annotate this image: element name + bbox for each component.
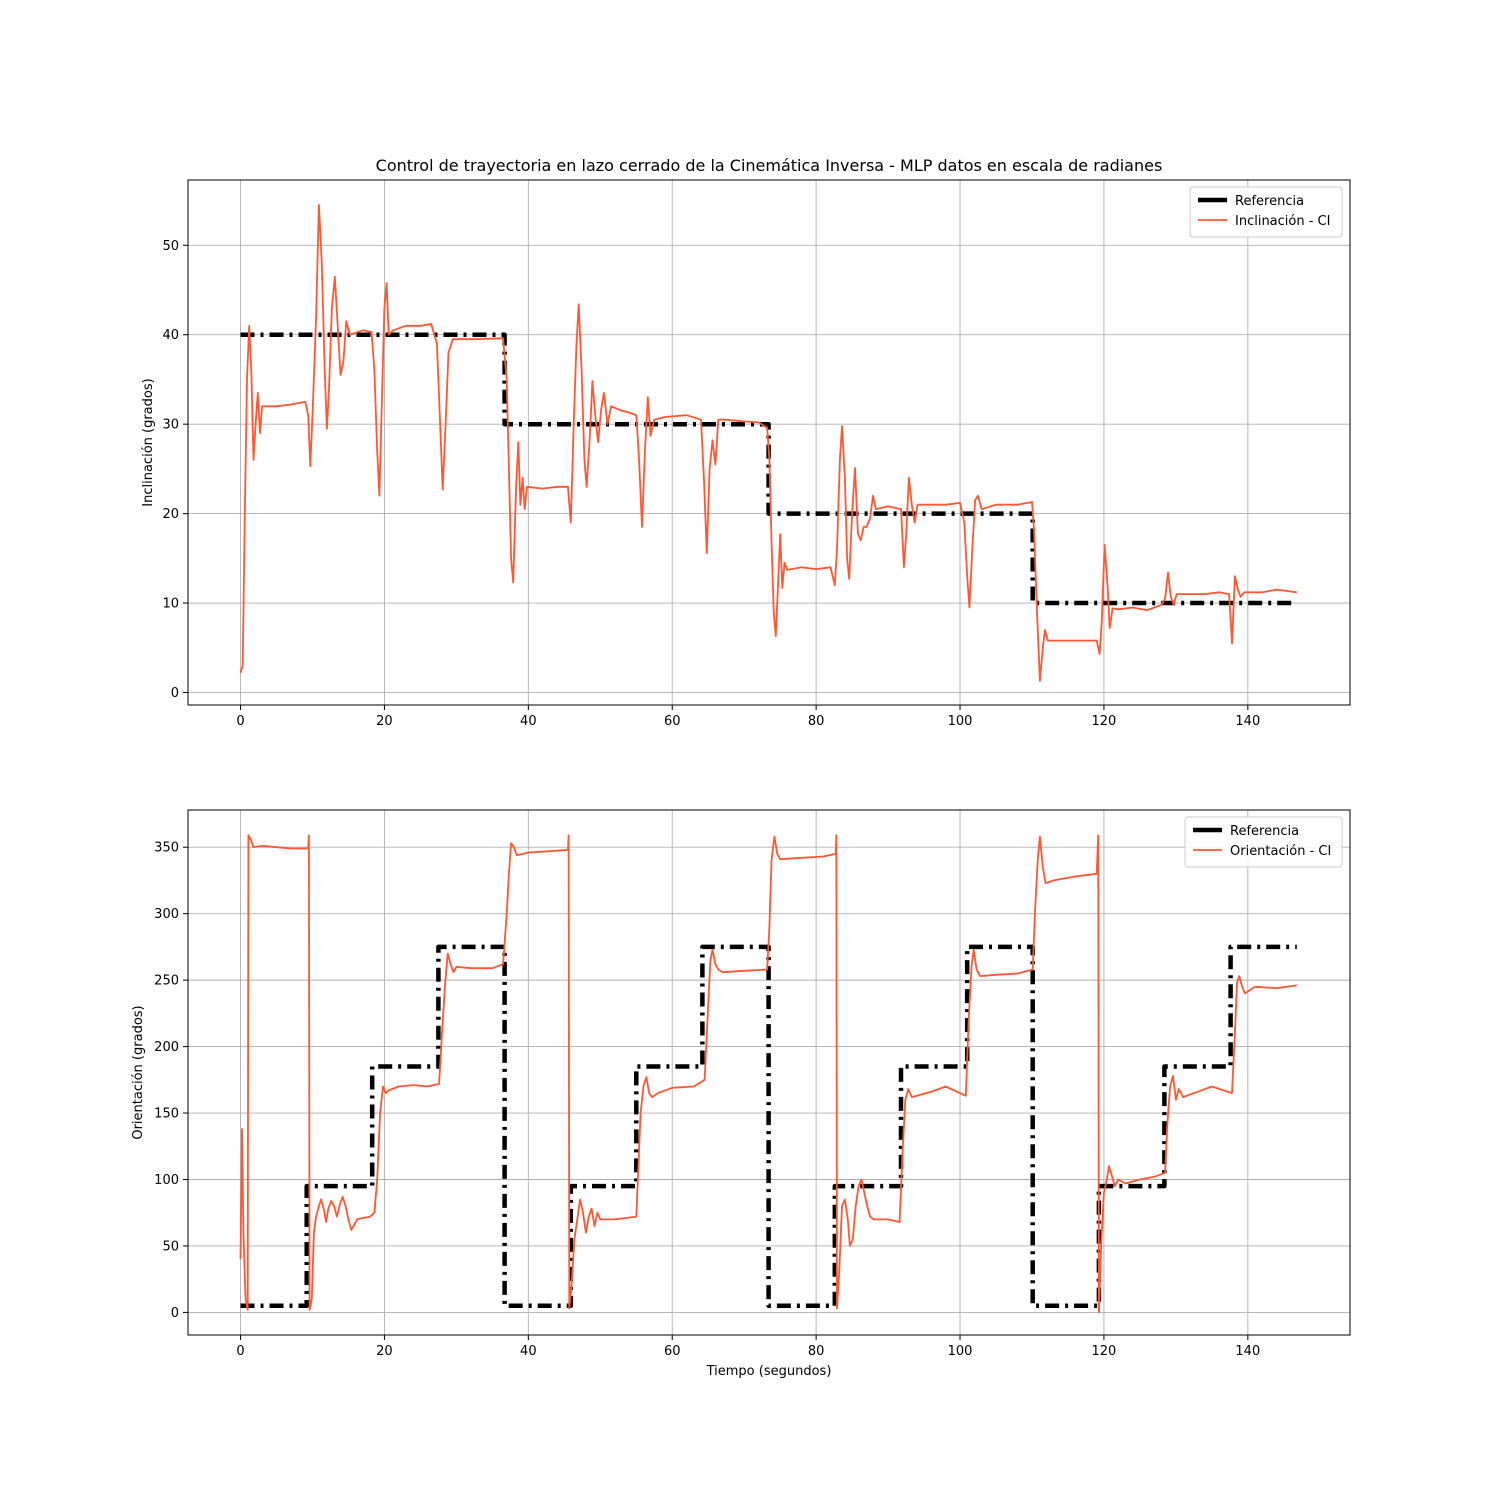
y-tick-label: 20 [162, 507, 179, 522]
y-tick-label: 150 [154, 1107, 179, 1122]
x-tick-label: 20 [376, 1344, 393, 1359]
axes-frame [187, 179, 1351, 706]
legend-box [1189, 186, 1343, 238]
chart-inclinacion: 0 20 40 60 80 100 120 140 0 10 20 30 40 50 Control de … [141, 156, 1351, 729]
series-group [239, 834, 1297, 1314]
legend-label: Referencia [1235, 194, 1304, 209]
y-tick-label: 100 [154, 1173, 179, 1188]
legend-box [1184, 816, 1343, 868]
series-group [239, 204, 1297, 682]
series-line-ci [239, 204, 1297, 682]
x-tick-label: 80 [808, 1344, 825, 1359]
x-tick-label: 60 [664, 714, 681, 729]
y-tick-label: 350 [154, 841, 179, 856]
x-tick-label: 140 [1235, 714, 1260, 729]
chart-orientacion: 0 20 40 60 80 100 120 140 0 50 100 150 200 250 300 350 T… [131, 809, 1351, 1379]
y-tick-label: 200 [154, 1040, 179, 1055]
y-tick-label: 10 [162, 597, 179, 612]
series-line-ci [239, 834, 1297, 1314]
x-tick-label: 100 [948, 1344, 973, 1359]
x-tick-label: 0 [236, 714, 244, 729]
x-axis-label: Tiempo (segundos) [706, 1364, 832, 1379]
x-tick-label: 40 [520, 714, 537, 729]
x-tick-label: 60 [664, 1344, 681, 1359]
y-tick-label: 0 [171, 1306, 179, 1321]
legend: Referencia Inclinación - CI [1189, 186, 1343, 238]
y-axis-label: Orientación (grados) [131, 1005, 146, 1139]
y-tick-label: 50 [162, 1239, 179, 1254]
y-tick-label: 0 [171, 686, 179, 701]
y-tick-label: 250 [154, 974, 179, 989]
x-tick-label: 100 [948, 714, 973, 729]
y-tick-label: 40 [162, 328, 179, 343]
y-axis-label: Inclinación (grados) [141, 378, 156, 506]
x-tick-label: 80 [808, 714, 825, 729]
x-tick-label: 20 [376, 714, 393, 729]
axes-frame [187, 809, 1351, 1336]
y-tick-label: 300 [154, 907, 179, 922]
x-tick-label: 0 [236, 1344, 244, 1359]
legend-label: Inclinación - CI [1235, 214, 1330, 229]
legend-label: Orientación - CI [1230, 844, 1331, 859]
legend: Referencia Orientación - CI [1184, 816, 1343, 868]
grid [188, 810, 1350, 1335]
x-tick-label: 120 [1092, 714, 1117, 729]
x-tick-label: 140 [1235, 1344, 1260, 1359]
chart-title: Control de trayectoria en lazo cerrado d… [376, 156, 1163, 175]
legend-label: Referencia [1230, 824, 1299, 839]
series-line-referencia [240, 332, 1297, 606]
x-tick-label: 40 [520, 1344, 537, 1359]
y-tick-label: 50 [162, 239, 179, 254]
y-tick-label: 30 [162, 418, 179, 433]
x-tick-label: 120 [1092, 1344, 1117, 1359]
